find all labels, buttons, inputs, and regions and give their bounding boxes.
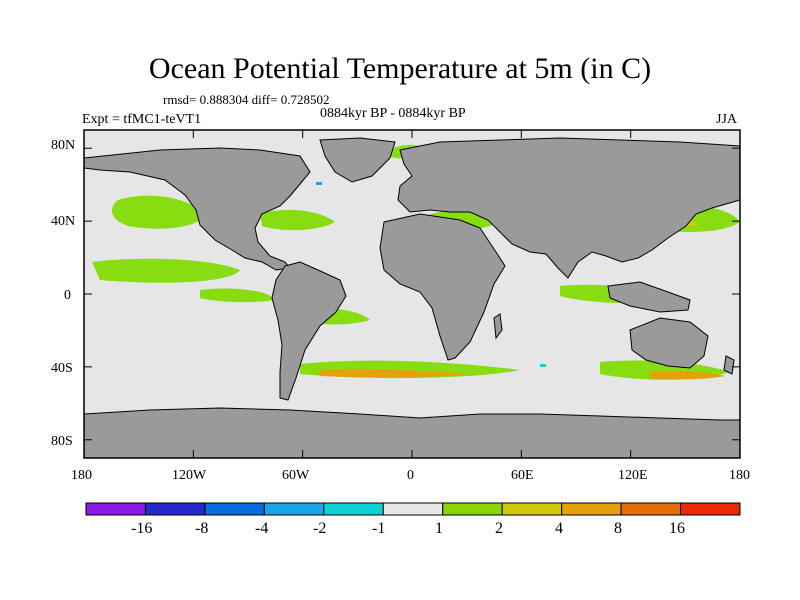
colorbar-box bbox=[442, 502, 503, 516]
season-label: JJA bbox=[716, 112, 738, 127]
colorbar-box bbox=[561, 502, 622, 516]
cold-anomaly-spot-2 bbox=[540, 364, 546, 367]
lon-label-180e: 180 bbox=[729, 468, 750, 483]
anomaly-patch-natlantic bbox=[260, 209, 335, 231]
colorbar-box bbox=[85, 502, 146, 516]
colorbar-box bbox=[323, 502, 384, 516]
period-label: 0884kyr BP - 0884kyr BP bbox=[320, 106, 466, 121]
lon-label-0: 0 bbox=[407, 468, 414, 483]
lat-label-80n: 80N bbox=[51, 138, 76, 153]
colorbar-box bbox=[204, 502, 265, 516]
colorbar-box bbox=[620, 502, 682, 516]
colorbar-box bbox=[680, 502, 741, 516]
cold-anomaly-spot-1 bbox=[316, 182, 322, 185]
rmsd-diff-stats: rmsd= 0.888304 diff= 0.728502 bbox=[163, 92, 330, 107]
colorbar-label: -16 bbox=[131, 520, 153, 537]
anomaly-patch-eastern-pacific bbox=[200, 288, 275, 303]
anomaly-patch-equatorial-pacific bbox=[92, 258, 240, 283]
land-south-america bbox=[271, 261, 347, 401]
colorbar-label: 1 bbox=[435, 520, 443, 537]
land-africa bbox=[379, 213, 506, 361]
anomaly-patch-npacific bbox=[112, 195, 205, 229]
colorbar-label: 4 bbox=[555, 520, 563, 537]
land-antarctica bbox=[84, 407, 740, 458]
lat-label-40n: 40N bbox=[51, 214, 76, 229]
lon-label-120w: 120W bbox=[172, 468, 207, 483]
colorbar bbox=[85, 502, 741, 516]
experiment-label: Expt = tfMC1-teVT1 bbox=[82, 112, 202, 127]
land-australia bbox=[629, 317, 709, 369]
colorbar-label: -2 bbox=[313, 520, 327, 537]
lat-label-80s: 80S bbox=[51, 434, 73, 449]
lon-label-180w: 180 bbox=[71, 468, 92, 483]
colorbar-box bbox=[382, 502, 444, 516]
lon-label-60e: 60E bbox=[511, 468, 534, 483]
colorbar-box bbox=[263, 502, 325, 516]
colorbar-label: -8 bbox=[195, 520, 209, 537]
land-greenland bbox=[319, 137, 396, 183]
land-new-zealand bbox=[723, 355, 735, 375]
lat-label-40s: 40S bbox=[51, 361, 73, 376]
colorbar-label: 2 bbox=[495, 520, 503, 537]
land-maritime-southeast-asia bbox=[607, 281, 691, 313]
lon-label-60w: 60W bbox=[282, 468, 310, 483]
lon-label-120e: 120E bbox=[618, 468, 648, 483]
anomaly-patch-southern-orange-east bbox=[650, 371, 725, 380]
lat-label-eq: 0 bbox=[64, 288, 71, 303]
map-title: Ocean Potential Temperature at 5m (in C) bbox=[148, 52, 652, 85]
colorbar-box bbox=[501, 502, 563, 516]
axis-ticks bbox=[83, 130, 741, 458]
land-eurasia bbox=[397, 137, 740, 279]
land-madagascar bbox=[493, 313, 503, 340]
colorbar-label: 16 bbox=[669, 520, 685, 537]
colorbar-label: 8 bbox=[614, 520, 622, 537]
anomaly-patch-southern-orange bbox=[320, 369, 470, 378]
colorbar-label: -4 bbox=[255, 520, 269, 537]
colorbar-box bbox=[144, 502, 206, 516]
colorbar-label: -1 bbox=[372, 520, 386, 537]
land-masses bbox=[84, 137, 740, 458]
